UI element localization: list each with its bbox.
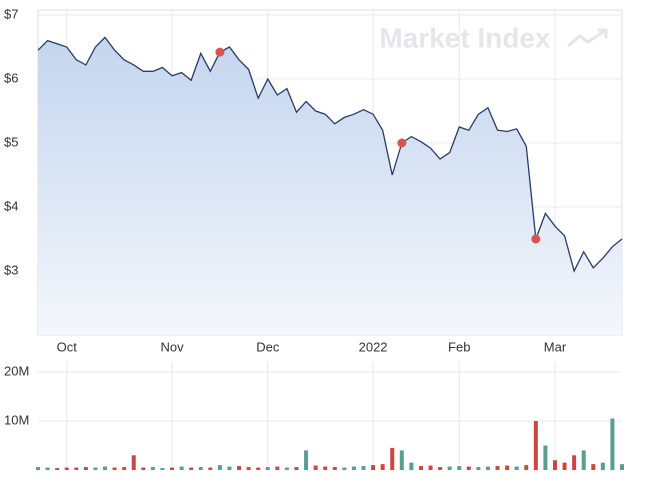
volume-bar (284, 467, 289, 470)
y-tick-label: $6 (4, 70, 18, 85)
volume-bar (552, 460, 557, 470)
volume-bar (170, 467, 175, 470)
volume-bar (620, 464, 624, 470)
volume-bar (351, 466, 356, 470)
y-tick-label: $4 (4, 198, 18, 213)
volume-bar (294, 467, 299, 470)
volume-bar (256, 467, 261, 470)
volume-bar (409, 462, 414, 470)
volume-bar (150, 467, 155, 470)
volume-bar (160, 468, 165, 470)
volume-bar (323, 466, 328, 470)
volume-bar (342, 467, 347, 470)
volume-bar (103, 466, 108, 470)
volume-bar (217, 465, 222, 470)
volume-bar (93, 467, 98, 470)
volume-bar (572, 455, 577, 470)
watermark: Market Index (379, 22, 551, 53)
watermark-icon (567, 28, 608, 48)
x-tick-label: 2022 (359, 339, 388, 354)
volume-bar (74, 467, 79, 470)
x-tick-label: Oct (57, 339, 78, 354)
volume-bar (45, 467, 50, 470)
volume-bar (524, 465, 529, 470)
event-marker (215, 47, 225, 57)
volume-bar (581, 450, 586, 470)
volume-bar (179, 466, 184, 470)
volume-bar (371, 465, 376, 470)
volume-bar (64, 467, 69, 470)
volume-bar (208, 467, 213, 470)
x-tick-label: Dec (256, 339, 280, 354)
volume-bar (83, 467, 88, 470)
volume-bar (332, 467, 337, 470)
x-tick-label: Nov (160, 339, 184, 354)
volume-bar (313, 465, 318, 470)
volume-bar (476, 467, 481, 470)
volume-bar (533, 421, 538, 470)
volume-bar (457, 466, 462, 470)
volume-bar (112, 467, 117, 470)
volume-bar (505, 465, 510, 470)
volume-bar (198, 467, 203, 470)
y-tick-label: $5 (4, 134, 18, 149)
y-tick-label: $7 (4, 6, 18, 21)
volume-bar (361, 466, 366, 470)
volume-bar (447, 466, 452, 470)
price-line (37, 36, 623, 273)
y-tick-label: $3 (4, 262, 18, 277)
volume-bar (131, 455, 136, 470)
volume-bar (275, 466, 280, 470)
volume-bar (189, 467, 194, 470)
volume-bar (543, 445, 548, 470)
volume-bar (591, 464, 596, 470)
volume-bar (265, 467, 270, 470)
event-marker (397, 138, 407, 148)
volume-bar (485, 466, 490, 470)
volume-bar (495, 466, 500, 470)
y-tick-label: 10M (4, 412, 29, 427)
volume-bar (36, 467, 40, 470)
volume-bar (399, 450, 404, 470)
x-tick-label: Feb (448, 339, 470, 354)
volume-bar (141, 467, 146, 470)
event-marker (531, 234, 541, 244)
volume-bar (514, 466, 519, 470)
x-tick-label: Mar (544, 339, 567, 354)
volume-bar (438, 467, 443, 470)
volume-bar (237, 466, 242, 470)
price-area (38, 37, 622, 336)
volume-bar (418, 466, 423, 470)
volume-bar (304, 450, 309, 470)
y-tick-label: 20M (4, 363, 29, 378)
volume-bar (600, 462, 605, 470)
volume-bar (562, 462, 567, 470)
volume-bar (428, 465, 433, 470)
volume-bar (390, 447, 395, 470)
volume-bar (227, 466, 232, 470)
volume-bar (466, 466, 471, 470)
volume-bar (246, 467, 251, 470)
volume-bar (55, 468, 60, 470)
volume-bar (122, 467, 127, 470)
volume-bar (380, 464, 385, 470)
volume-bar (610, 418, 615, 470)
